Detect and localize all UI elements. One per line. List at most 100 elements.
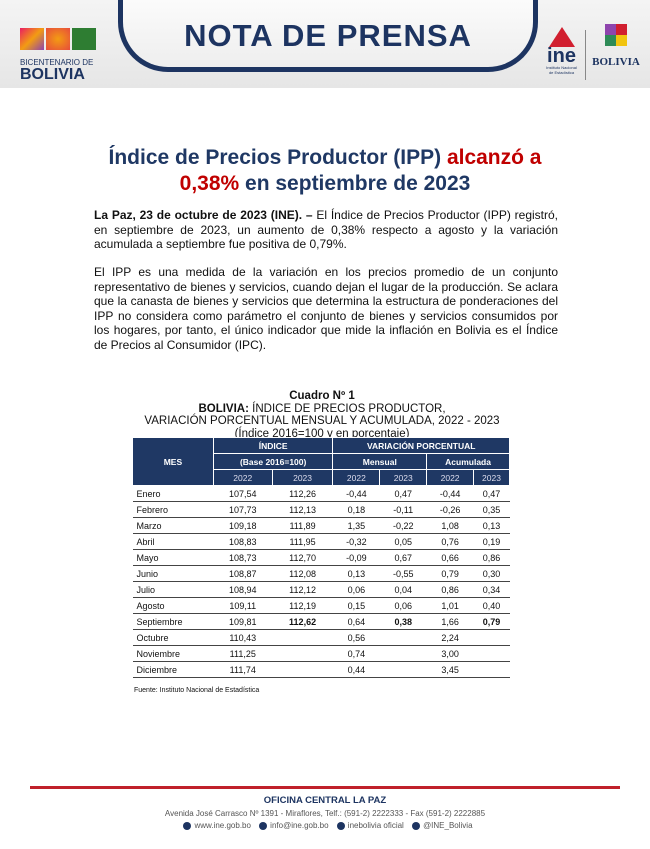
bolivia-ministry-logo: BOLIVIA: [592, 24, 640, 68]
table-row: Julio 108,94 112,12 0,06 0,04 0,86 0,34: [132, 581, 510, 598]
value-cell: 111,89: [272, 517, 333, 534]
facebook-icon: [336, 821, 345, 830]
value-cell: 112,13: [272, 501, 333, 518]
globe-icon: [183, 821, 192, 830]
value-cell: 0,86: [473, 549, 510, 566]
value-cell: -0,09: [332, 549, 380, 566]
value-cell: 111,95: [272, 533, 333, 550]
email-icon: [259, 821, 268, 830]
value-cell: [473, 629, 510, 646]
table-row: Diciembre 111,74 0,44 3,45: [132, 661, 510, 678]
value-cell: 0,74: [332, 645, 380, 662]
value-cell: 108,83: [213, 533, 273, 550]
value-cell: 3,45: [426, 661, 474, 678]
value-cell: 0,86: [426, 581, 474, 598]
month-cell: Agosto: [132, 597, 214, 614]
twitter-link[interactable]: @INE_Bolivia: [423, 821, 473, 830]
press-release-banner: NOTA DE PRENSA: [118, 0, 538, 72]
value-cell: 108,73: [213, 549, 273, 566]
value-cell: 0,04: [379, 581, 427, 598]
table-row: Octubre 110,43 0,56 2,24: [132, 629, 510, 646]
header: BICENTENARIO DE BOLIVIA NOTA DE PRENSA i…: [0, 0, 650, 88]
email-link[interactable]: info@ine.gob.bo: [270, 821, 329, 830]
table-row: Mayo 108,73 112,70 -0,09 0,67 0,66 0,86: [132, 549, 510, 566]
value-cell: 1,08: [426, 517, 474, 534]
table-row: Febrero 107,73 112,13 0,18 -0,11 -0,26 0,35: [132, 501, 510, 518]
value-cell: [473, 661, 510, 678]
value-cell: 111,25: [213, 645, 273, 662]
page-title: Índice de Precios Productor (IPP) alcanz…: [108, 146, 542, 195]
month-cell: Septiembre: [132, 613, 214, 630]
ine-logo: ine Instituto Nacional de Estadística: [545, 27, 578, 75]
value-cell: 0,19: [473, 533, 510, 550]
value-cell: 0,40: [473, 597, 510, 614]
value-cell: 0,05: [379, 533, 427, 550]
value-cell: [379, 629, 427, 646]
footer: OFICINA CENTRAL LA PAZ Avenida José Carr…: [164, 795, 486, 830]
value-cell: 110,43: [213, 629, 273, 646]
month-cell: Julio: [132, 581, 214, 598]
value-cell: 0,13: [332, 565, 380, 582]
value-cell: 1,01: [426, 597, 474, 614]
value-cell: -0,32: [332, 533, 380, 550]
value-cell: 112,70: [272, 549, 333, 566]
value-cell: 0,06: [332, 581, 380, 598]
twitter-icon: [412, 821, 421, 830]
value-cell: 107,54: [213, 485, 273, 502]
month-cell: Diciembre: [132, 661, 214, 678]
value-cell: 112,26: [272, 485, 333, 502]
value-cell: 112,12: [272, 581, 333, 598]
value-cell: [379, 661, 427, 678]
value-cell: 1,66: [426, 613, 474, 630]
value-cell: 109,11: [213, 597, 273, 614]
month-cell: Febrero: [132, 501, 214, 518]
value-cell: 3,00: [426, 645, 474, 662]
value-cell: 108,94: [213, 581, 273, 598]
value-cell: -0,44: [426, 485, 474, 502]
month-cell: Mayo: [132, 549, 214, 566]
value-cell: 0,15: [332, 597, 380, 614]
value-cell: 2,24: [426, 629, 474, 646]
table-caption: Cuadro Nº 1 BOLIVIA: ÍNDICE DE PRECIOS P…: [144, 390, 500, 440]
value-cell: 0,67: [379, 549, 427, 566]
value-cell: [272, 661, 333, 678]
value-cell: 112,62: [272, 613, 333, 630]
body-paragraph: El IPP es una medida de la variación en …: [94, 265, 558, 352]
ipp-table: MES ÍNDICE VARIACIÓN PORCENTUAL (Base 2016…: [132, 437, 510, 678]
value-cell: -0,44: [332, 485, 380, 502]
table-row: Noviembre 111,25 0,74 3,00: [132, 645, 510, 662]
value-cell: 1,35: [332, 517, 380, 534]
value-cell: 107,73: [213, 501, 273, 518]
value-cell: 0,64: [332, 613, 380, 630]
lead-paragraph: La Paz, 23 de octubre de 2023 (INE). – E…: [94, 208, 558, 251]
value-cell: 0,47: [473, 485, 510, 502]
value-cell: 0,66: [426, 549, 474, 566]
value-cell: 0,56: [332, 629, 380, 646]
facebook-link[interactable]: inebolivia oficial: [347, 821, 404, 830]
bicentenario-logo: BICENTENARIO DE BOLIVIA: [20, 28, 106, 83]
value-cell: 0,18: [332, 501, 380, 518]
month-cell: Abril: [132, 533, 214, 550]
value-cell: 0,06: [379, 597, 427, 614]
month-cell: Marzo: [132, 517, 214, 534]
table-row: Enero 107,54 112,26 -0,44 0,47 -0,44 0,47: [132, 485, 510, 502]
table-row: Abril 108,83 111,95 -0,32 0,05 0,76 0,19: [132, 533, 510, 550]
divider: [585, 30, 586, 80]
value-cell: 112,19: [272, 597, 333, 614]
value-cell: 0,44: [332, 661, 380, 678]
table-row: Agosto 109,11 112,19 0,15 0,06 1,01 0,40: [132, 597, 510, 614]
website-link[interactable]: www.ine.gob.bo: [194, 821, 251, 830]
value-cell: 0,38: [379, 613, 427, 630]
value-cell: 0,79: [426, 565, 474, 582]
value-cell: [272, 629, 333, 646]
month-cell: Octubre: [132, 629, 214, 646]
footer-divider: [30, 786, 620, 789]
value-cell: 0,30: [473, 565, 510, 582]
value-cell: [473, 645, 510, 662]
value-cell: -0,26: [426, 501, 474, 518]
value-cell: [272, 645, 333, 662]
month-cell: Noviembre: [132, 645, 214, 662]
table-row: Junio 108,87 112,08 0,13 -0,55 0,79 0,30: [132, 565, 510, 582]
month-cell: Enero: [132, 485, 214, 502]
table-source: Fuente: Instituto Nacional de Estadístic…: [134, 687, 260, 694]
